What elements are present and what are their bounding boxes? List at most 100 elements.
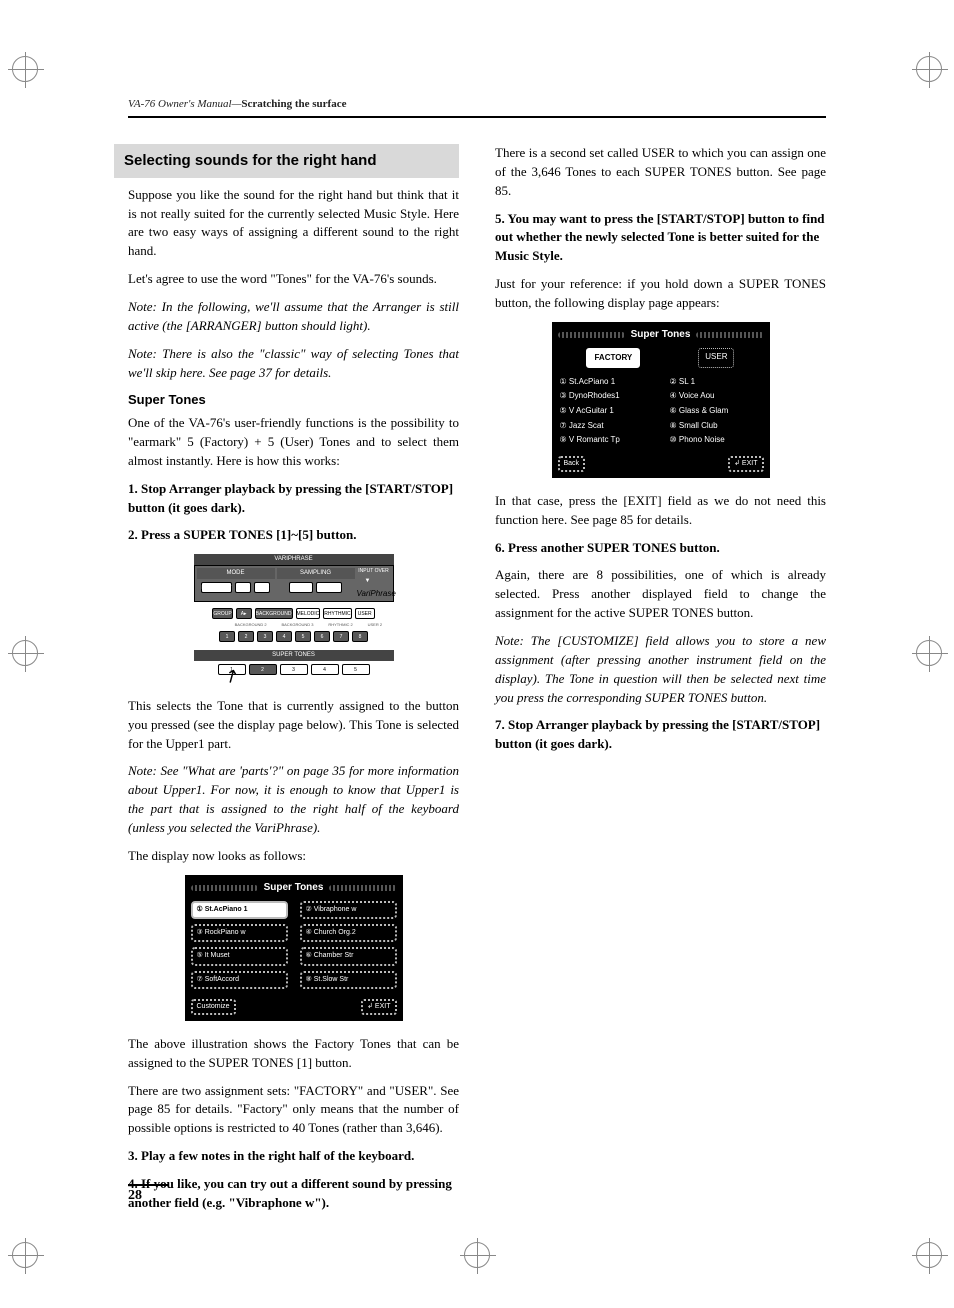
note-text: Note: In the following, we'll assume tha… — [128, 298, 459, 336]
panel-button: GROUP — [212, 608, 232, 619]
panel-button: SYNC — [254, 582, 270, 593]
panel-button: USER — [355, 608, 375, 619]
panel-sublabel: RHYTHMIC 2 — [328, 622, 352, 628]
body-text: Again, there are 8 possibilities, one of… — [495, 566, 826, 623]
body-text: Suppose you like the sound for the right… — [128, 186, 459, 261]
lcd-list-item: ② SL 1 — [670, 376, 762, 388]
panel-button: RHYTHMIC — [323, 608, 351, 619]
lcd-figure-1: Super Tones ① St.AcPiano 1 ② Vibraphone … — [185, 875, 403, 1021]
body-text: This selects the Tone that is currently … — [128, 697, 459, 754]
running-head: VA-76 Owner's Manual—Scratching the surf… — [128, 98, 826, 110]
panel-button: MELODIC — [296, 608, 321, 619]
lcd-list-item: ⑨ V Romantc Tp — [560, 434, 652, 446]
lcd-title: Super Tones — [264, 881, 324, 896]
note-text: Note: See "What are 'parts'?" on page 35… — [128, 762, 459, 837]
panel-button: 1 — [219, 631, 235, 642]
panel-sublabel: BACKGROUND 2 — [235, 622, 267, 628]
brand-label: VariPhrase — [357, 588, 391, 600]
panel-button: 3 — [280, 664, 308, 675]
panel-diagram: VARIPHRASE MODE MONO POLY STEP SYNC — [194, 554, 394, 675]
panel-button: 5 — [342, 664, 370, 675]
lcd-option: ③ RockPiano w — [191, 924, 288, 942]
lcd-customize-button: Customize — [191, 999, 236, 1015]
body-text: The above illustration shows the Factory… — [128, 1035, 459, 1073]
body-text: There are two assignment sets: "FACTORY"… — [128, 1082, 459, 1139]
body-text: In that case, press the [EXIT] field as … — [495, 492, 826, 530]
lcd-option: ② Vibraphone w — [300, 901, 397, 919]
lcd-title: Super Tones — [631, 328, 691, 343]
panel-button: 5 — [295, 631, 311, 642]
panel-sublabel: BACKGROUND 3 — [281, 622, 313, 628]
lcd-stripe — [191, 885, 258, 891]
panel-label: SUPER TONES — [194, 650, 394, 661]
lcd-option: ⑦ SoftAccord — [191, 971, 288, 989]
panel-button: 3 — [257, 631, 273, 642]
note-text: Note: The [CUSTOMIZE] field allows you t… — [495, 632, 826, 707]
lcd-option: ⑥ Chamber Str — [300, 947, 397, 965]
step-text: 1. Stop Arranger playback by pressing th… — [128, 480, 459, 518]
left-column: Selecting sounds for the right hand Supp… — [128, 144, 459, 1222]
panel-button: 4 — [311, 664, 339, 675]
lcd-list-item: ④ Voice Aou — [670, 390, 762, 402]
lcd-factory-tab: FACTORY — [586, 348, 640, 368]
sub-heading: Super Tones — [128, 391, 459, 410]
panel-label: INPUT OVER — [357, 568, 391, 575]
lcd-stripe — [696, 332, 763, 338]
panel-button: 7 — [333, 631, 349, 642]
lcd-exit-button: ↲ EXIT — [728, 456, 763, 472]
reg-mark — [464, 1242, 490, 1268]
header-rule — [128, 116, 826, 118]
lcd-list-item: ⑤ V AcGuitar 1 — [560, 405, 652, 417]
lcd-exit-button: ↲ EXIT — [361, 999, 396, 1015]
reg-mark — [12, 1242, 38, 1268]
body-text: Just for your reference: if you hold dow… — [495, 275, 826, 313]
panel-button: STEP — [235, 582, 251, 593]
panel-button: 2 — [238, 631, 254, 642]
running-head-left: VA-76 Owner's Manual— — [128, 98, 241, 110]
step-text: 5. You may want to press the [START/STOP… — [495, 210, 826, 267]
panel-button: 4 — [276, 631, 292, 642]
reg-mark — [12, 640, 38, 666]
page-number: 28 — [128, 1184, 168, 1204]
lcd-option: ⑧ St.Slow Str — [300, 971, 397, 989]
lcd-list-item: ① St.AcPiano 1 — [560, 376, 652, 388]
body-text: One of the VA-76's user-friendly functio… — [128, 414, 459, 471]
step-text: 7. Stop Arranger playback by pressing th… — [495, 716, 826, 754]
panel-button: 6 — [314, 631, 330, 642]
panel-button: 8 — [352, 631, 368, 642]
section-title: Selecting sounds for the right hand — [114, 144, 459, 178]
reg-mark — [916, 1242, 942, 1268]
panel-label: SAMPLING — [277, 568, 355, 579]
lcd-back-button: Back — [558, 456, 586, 472]
panel-button: ▼ — [365, 577, 383, 586]
lcd-user-tab: USER — [698, 348, 734, 368]
step-text: 4. If you like, you can try out a differ… — [128, 1175, 459, 1213]
lcd-stripe — [558, 332, 625, 338]
panel-button: MONO POLY — [201, 582, 233, 593]
panel-button: CAPTURE — [316, 582, 342, 593]
note-text: Note: There is also the "classic" way of… — [128, 345, 459, 383]
panel-label: MODE — [197, 568, 275, 579]
panel-button: 2 — [249, 664, 277, 675]
lcd-stripe — [329, 885, 396, 891]
lcd-option: ① St.AcPiano 1 — [191, 901, 288, 919]
panel-label: VARIPHRASE — [194, 554, 394, 565]
reg-mark — [916, 56, 942, 82]
panel-button: RECORD — [289, 582, 313, 593]
step-text: 3. Play a few notes in the right half of… — [128, 1147, 459, 1166]
lcd-option: ④ Church Org.2 — [300, 924, 397, 942]
panel-sublabel: USER 2 — [368, 622, 382, 628]
lcd-list-item: ⑥ Glass & Glam — [670, 405, 762, 417]
step-text: 6. Press another SUPER TONES button. — [495, 539, 826, 558]
lcd-option: ⑤ It Muset — [191, 947, 288, 965]
panel-button: BACKGROUND — [255, 608, 293, 619]
lcd-list-item: ③ DynoRhodes1 — [560, 390, 652, 402]
body-text: There is a second set called USER to whi… — [495, 144, 826, 201]
lcd-list-item: ⑧ Small Club — [670, 420, 762, 432]
reg-mark — [916, 640, 942, 666]
body-text: Let's agree to use the word "Tones" for … — [128, 270, 459, 289]
running-head-section: Scratching the surface — [241, 98, 346, 110]
lcd-figure-2: Super Tones FACTORY USER ① St.AcPiano 1 … — [552, 322, 770, 478]
panel-button: A▸ — [236, 608, 252, 619]
lcd-list-item: ⑦ Jazz Scat — [560, 420, 652, 432]
